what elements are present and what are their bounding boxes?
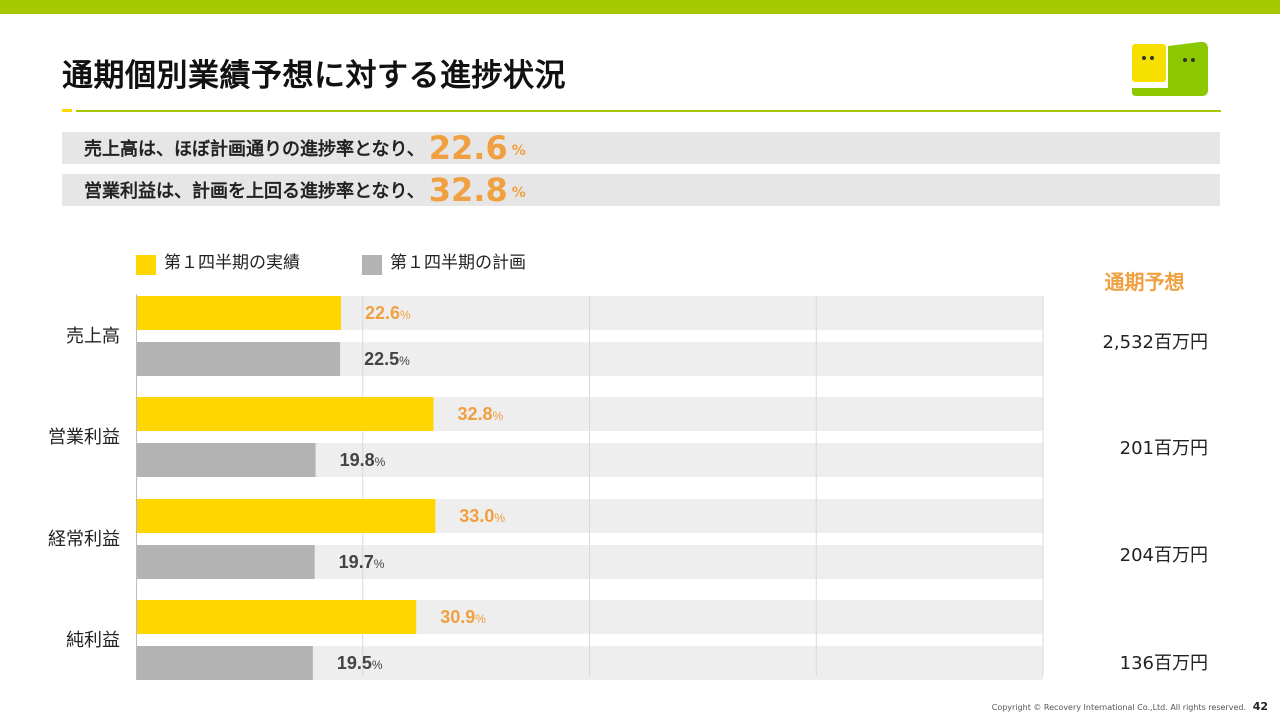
bar-plan (136, 342, 341, 376)
page-title: 通期個別業績予想に対する進捗状況 (62, 58, 566, 94)
category-label: 営業利益 (48, 427, 120, 448)
data-label-unit: % (399, 354, 410, 368)
category-label: 経常利益 (48, 529, 120, 550)
bar-actual (136, 296, 341, 330)
summary-operating-profit: 営業利益は、計画を上回る進捗率となり、 32.8% (62, 174, 1220, 206)
bar-plan (136, 443, 316, 477)
data-label-plan: 19.5% (337, 653, 383, 673)
bar-plan (136, 646, 313, 680)
data-label-plan: 22.5% (364, 349, 410, 369)
top-brand-band (0, 0, 1280, 14)
forecast-value-operating-profit: 201百万円 (1119, 438, 1208, 459)
summary-sales: 売上高は、ほぼ計画通りの進捗率となり、 22.6% (62, 132, 1220, 164)
forecast-value-ordinary-profit: 204百万円 (1119, 545, 1208, 566)
forecast-value-net-profit: 136百万円 (1119, 653, 1208, 674)
category-label: 売上高 (66, 326, 120, 347)
legend-label-actual: 第１四半期の実績 (164, 253, 300, 273)
data-label-unit: % (374, 557, 385, 571)
summary-op-unit: % (511, 185, 526, 201)
data-label-unit: % (475, 612, 486, 626)
summary-sales-unit: % (511, 143, 526, 159)
company-logo-icon (1132, 41, 1208, 96)
data-label-actual: 30.9% (440, 607, 486, 627)
data-label-unit: % (375, 455, 386, 469)
forecast-value-sales: 2,532百万円 (1102, 332, 1208, 353)
data-label-actual: 33.0% (459, 506, 505, 526)
logo-yellow-block (1132, 44, 1166, 82)
summary-op-value: 32.8 (428, 171, 508, 209)
title-underline (76, 110, 1221, 112)
bar-actual (136, 397, 434, 431)
legend-swatch-actual (136, 255, 156, 275)
data-label-plan: 19.7% (339, 552, 385, 572)
copyright-text: Copyright © Recovery International Co.,L… (991, 703, 1246, 712)
data-label-unit: % (493, 409, 504, 423)
data-label-actual: 22.6% (365, 303, 411, 323)
forecast-header: 通期予想 (1104, 270, 1185, 294)
data-label-unit: % (400, 308, 411, 322)
logo-green-block (1132, 41, 1208, 96)
summary-op-text: 営業利益は、計画を上回る進捗率となり、 (84, 181, 425, 202)
category-label: 純利益 (66, 630, 120, 651)
bar-plan (136, 545, 315, 579)
summary-sales-text: 売上高は、ほぼ計画通りの進捗率となり、 (84, 139, 425, 160)
legend-swatch-plan (362, 255, 382, 275)
data-label-plan: 19.8% (340, 450, 386, 470)
data-label-actual: 32.8% (457, 404, 503, 424)
summary-sales-value: 22.6 (428, 129, 508, 167)
data-label-unit: % (494, 511, 505, 525)
title-accent-tick (62, 109, 72, 112)
page-number: 42 (1252, 700, 1268, 713)
bar-actual (136, 600, 417, 634)
data-label-unit: % (372, 658, 383, 672)
legend-label-plan: 第１四半期の計画 (390, 253, 526, 273)
bar-actual (136, 499, 436, 533)
